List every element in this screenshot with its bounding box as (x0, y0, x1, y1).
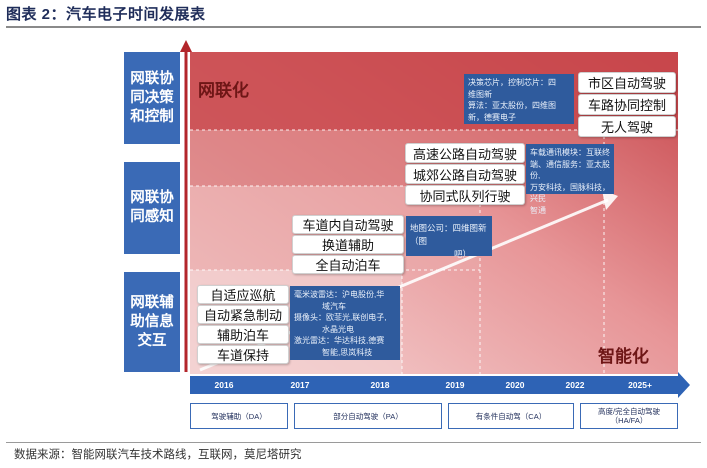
level-label: （HA/FA） (610, 416, 648, 425)
source-note: 数据来源：智能网联汽车技术路线，互联网，莫尼塔研究 (14, 449, 302, 461)
feature-in-lane-autodrive: 车道内自动驾驶 (292, 215, 404, 234)
feature-platooning: 协同式队列行驶 (405, 185, 525, 205)
figure-title: 图表 2：汽车电子时间发展表 (6, 6, 206, 23)
zone-label-connectivity: 网联化 (198, 81, 249, 100)
note-map-suppliers: 地图公司：四维图新（图 吧） (406, 216, 492, 259)
note-line: 万安科技，国脉科技，兴民 (530, 182, 610, 204)
category-label-line: 网联协 (130, 70, 174, 87)
note-line: 决策芯片，控制芯片：四 (468, 78, 556, 87)
level-high-full-automation: 高度/完全自动驾驶 （HA/FA） (580, 403, 678, 429)
feature-emergency-braking: 自动紧急制动 (197, 305, 289, 324)
category-label-line: 网联辅 (130, 294, 174, 311)
category-label-line: 同感知 (130, 209, 174, 225)
note-line: 算法：亚太股份，四维图 (468, 101, 556, 110)
feature-suburban-autodrive: 城郊公路自动驾驶 (405, 164, 525, 184)
timeline-bar (190, 376, 678, 394)
note-line: 毫米波雷达：沪电股份,华 (294, 290, 385, 299)
level-label: 部分自动驾驶（PA） (333, 411, 403, 421)
level-driver-assist: 驾驶辅助（DA） (190, 403, 288, 429)
level-label: 驾驶辅助（DA） (211, 411, 267, 421)
level-partial-automation: 部分自动驾驶（PA） (294, 403, 442, 429)
feature-highway-autodrive: 高速公路自动驾驶 (405, 143, 525, 163)
vertical-axis-arrowhead (180, 40, 192, 52)
category-label-line: 和控制 (130, 108, 174, 125)
note-line: 地图公司：四维图新（图 (410, 223, 487, 246)
timeline-year: 2022 (565, 380, 585, 390)
note-line: 端、通信服务：亚太股份, (530, 159, 610, 181)
category-collaborative-perception: 网联协 同感知 (124, 162, 180, 254)
level-conditional-automation: 有条件自动驾（CA） (448, 403, 574, 429)
note-line: 维图新 (468, 89, 492, 99)
diagonal-arrowhead (602, 190, 618, 210)
category-label-line: 同决策 (130, 89, 174, 106)
note-sensor-suppliers: 毫米波雷达：沪电股份,华 域汽车 摄像头：欧菲光,联创电子, 水晶光电 激光雷达… (290, 286, 400, 360)
note-chip-suppliers: 决策芯片，控制芯片：四 维图新 算法：亚太股份，四维图 新，德赛电子 (464, 74, 574, 124)
category-label-line: 助信息 (130, 313, 174, 330)
feature-urban-autodrive: 市区自动驾驶 (578, 72, 676, 93)
source-divider (6, 442, 701, 443)
feature-driverless: 无人驾驶 (578, 116, 676, 137)
timeline-year: 2018 (370, 380, 390, 390)
note-telematics-suppliers: 车载通讯模块：互联终 端、通信服务：亚太股份, 万安科技，国脉科技，兴民 智通 (526, 144, 614, 215)
timeline-year: 2017 (290, 380, 310, 390)
timeline-year: 2016 (214, 380, 234, 390)
category-collaborative-control: 网联协 同决策 和控制 (124, 52, 180, 144)
note-line: 智能,思岚科技 (322, 347, 373, 357)
note-line: 智通 (530, 205, 546, 215)
note-line: 新，德赛电子 (468, 112, 516, 122)
level-label: 高度/完全自动驾驶 (597, 407, 661, 416)
feature-parking-assist: 辅助泊车 (197, 325, 289, 344)
timeline-year: 2025+ (628, 380, 652, 390)
category-label-line: 交互 (137, 332, 167, 349)
note-line: 激光雷达：华达科技,德赛 (294, 336, 385, 345)
feature-lane-change-assist: 换道辅助 (292, 235, 404, 254)
timeline-arrowhead (678, 372, 690, 398)
note-line: 摄像头：欧菲光,联创电子, (294, 313, 387, 322)
note-line: 域汽车 (322, 301, 346, 311)
zone-label-intelligence: 智能化 (598, 347, 649, 366)
note-line: 水晶光电 (322, 324, 354, 334)
level-label: 有条件自动驾（CA） (475, 411, 547, 421)
feature-adaptive-cruise: 自适应巡航 (197, 285, 289, 304)
category-label-line: 网联协 (130, 190, 174, 206)
feature-auto-parking: 全自动泊车 (292, 255, 404, 274)
feature-v2x-control: 车路协同控制 (578, 94, 676, 115)
note-line: 车载通讯模块：互联终 (530, 148, 610, 157)
timeline-year: 2019 (445, 380, 465, 390)
timeline-year: 2020 (505, 380, 525, 390)
feature-lane-keeping: 车道保持 (197, 345, 289, 364)
title-divider (6, 26, 701, 28)
note-line: 吧） (454, 249, 472, 259)
category-assisted-info-interaction: 网联辅 助信息 交互 (124, 272, 180, 372)
